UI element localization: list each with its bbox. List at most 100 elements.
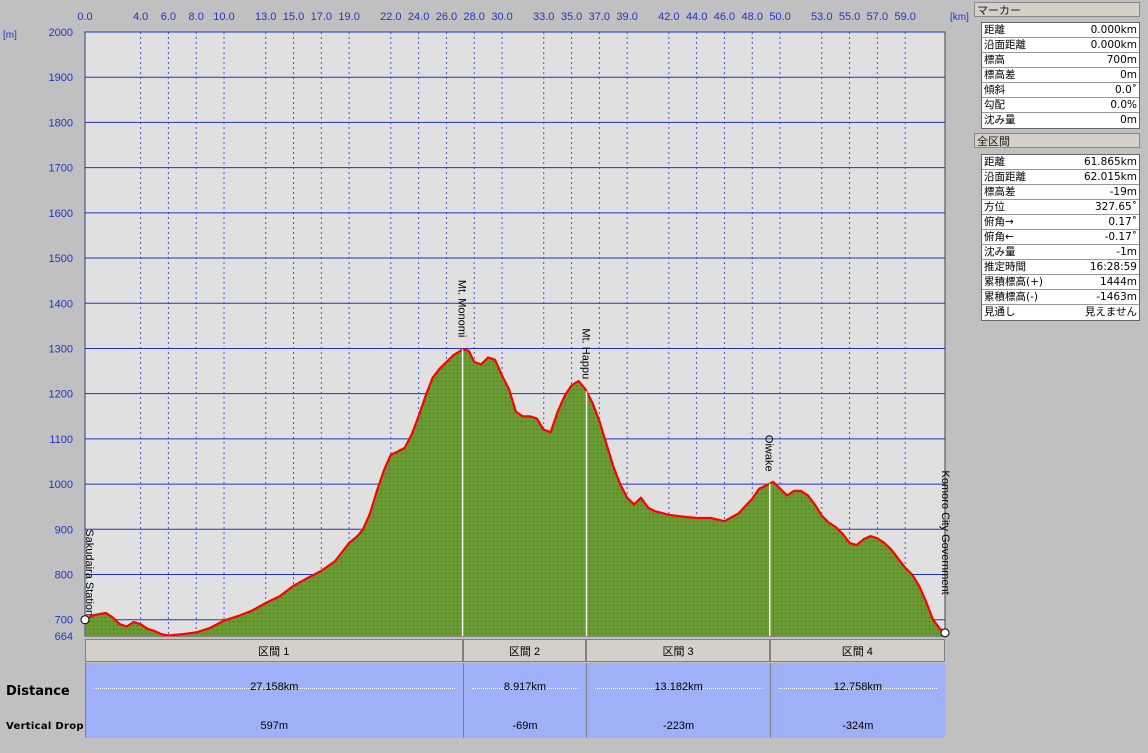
marker-label: Komoro City Government <box>939 471 951 595</box>
x-tick-label: 35.0 <box>561 11 582 23</box>
section-distance: 8.917km <box>503 681 547 693</box>
section-header[interactable]: 区間 4 <box>769 639 945 662</box>
x-tick-label: 22.0 <box>380 11 401 23</box>
x-tick-label: 50.0 <box>769 11 790 23</box>
y-tick-label: 1900 <box>49 72 73 84</box>
all-sections-info-table: 距離 61.865km 沿面距離 62.015km 標高差 -19m 方位 327.65˚ 俯角… <box>981 154 1140 321</box>
end-point <box>940 628 950 638</box>
dotted-guide <box>94 688 455 689</box>
section-body: 13.182km -223m <box>586 663 770 738</box>
x-tick-label: 19.0 <box>338 11 359 23</box>
info-value: -0.17˚ <box>1104 231 1137 243</box>
y-tick-label: 1100 <box>49 434 73 446</box>
section-distance: 13.182km <box>654 681 703 693</box>
info-value: -1463m <box>1096 291 1137 303</box>
elevation-chart[interactable]: 0.0 4.0 6.0 8.0 10.0 13.0 15.0 17.0 19.0 22.0 24.0… <box>0 0 972 753</box>
marker-label: Oiwake <box>763 435 775 472</box>
section-vertical-drop: -324m <box>842 720 874 732</box>
info-value: 16:28:59 <box>1089 261 1137 273</box>
x-tick-label: 44.0 <box>686 11 707 23</box>
info-value: 62.015km <box>1083 171 1137 183</box>
x-tick-label: 42.0 <box>658 11 679 23</box>
marker-label: Mt. Happu <box>579 328 591 379</box>
info-key: 沈み量 <box>984 114 1016 126</box>
info-row: 俯角← -0.17˚ <box>982 230 1139 245</box>
section-distance: 12.758km <box>833 681 882 693</box>
section-header[interactable]: 区間 2 <box>462 639 587 662</box>
info-value: 0.0˚ <box>1115 84 1137 96</box>
elevation-profile-svg: 0.0 4.0 6.0 8.0 10.0 13.0 15.0 17.0 19.0 22.0 24.0… <box>3 11 969 643</box>
info-value: 0m <box>1120 69 1137 81</box>
info-value: 700m <box>1106 54 1137 66</box>
info-value: -19m <box>1109 186 1137 198</box>
y-tick-label: 700 <box>55 615 73 627</box>
info-value: 0.000km <box>1090 39 1137 51</box>
info-row: 標高差 -19m <box>982 185 1139 200</box>
info-value: 0m <box>1120 114 1137 126</box>
x-tick-label: 59.0 <box>894 11 915 23</box>
section-table: 区間 1 27.158km 597m 区間 2 8.917km -69m 区間 3 13.18… <box>85 639 945 738</box>
section-header[interactable]: 区間 1 <box>85 639 463 662</box>
info-value: 61.865km <box>1083 156 1137 168</box>
info-key: 沿面距離 <box>984 171 1026 183</box>
x-tick-label: 48.0 <box>742 11 763 23</box>
info-row: 距離 61.865km <box>982 155 1139 170</box>
x-tick-label: 24.0 <box>408 11 429 23</box>
dotted-guide <box>471 688 579 689</box>
info-key: 推定時間 <box>984 261 1026 273</box>
y-tick-label: 1300 <box>49 343 73 355</box>
section-column: 区間 4 12.758km -324m <box>769 639 945 738</box>
info-row: 勾配 0.0% <box>982 98 1139 113</box>
info-key: 累積標高(+) <box>984 276 1043 288</box>
info-value: 見えません <box>1084 306 1137 318</box>
x-tick-label: 37.0 <box>589 11 610 23</box>
y-tick-label: 1600 <box>49 208 73 220</box>
elevation-area <box>85 349 945 636</box>
info-panel: マーカー 距離 0.000km 沿面距離 0.000km 標高 700m 標高差 0m 傾斜 0.… <box>973 0 1148 753</box>
x-unit-label: [km] <box>950 12 969 23</box>
info-row: 沈み量 0m <box>982 113 1139 128</box>
x-tick-label: 17.0 <box>311 11 332 23</box>
info-key: 累積標高(-) <box>984 291 1038 303</box>
y-unit-label: [m] <box>3 30 17 41</box>
info-key: 傾斜 <box>984 84 1005 96</box>
y-tick-label: 1800 <box>49 117 73 129</box>
x-tick-label: 46.0 <box>714 11 735 23</box>
info-key: 方位 <box>984 201 1005 213</box>
info-value: 0.000km <box>1090 24 1137 36</box>
marker-panel-title: マーカー <box>974 2 1140 17</box>
info-value: 0.17˚ <box>1108 216 1137 228</box>
info-row: 沿面距離 0.000km <box>982 38 1139 53</box>
y-tick-label: 1400 <box>49 298 73 310</box>
x-tick-label: 30.0 <box>491 11 512 23</box>
start-point <box>80 615 90 625</box>
x-tick-label: 13.0 <box>255 11 276 23</box>
x-tick-label: 55.0 <box>839 11 860 23</box>
x-tick-label: 39.0 <box>616 11 637 23</box>
dotted-guide <box>595 688 762 689</box>
info-key: 距離 <box>984 156 1005 168</box>
y-tick-label: 1000 <box>49 479 73 491</box>
info-row: 方位 327.65˚ <box>982 200 1139 215</box>
x-tick-label: 26.0 <box>436 11 457 23</box>
section-header[interactable]: 区間 3 <box>586 639 770 662</box>
info-key: 沈み量 <box>984 246 1016 258</box>
section-column: 区間 3 13.182km -223m <box>586 639 770 738</box>
info-key: 俯角→ <box>984 216 1014 228</box>
info-key: 標高 <box>984 54 1005 66</box>
y-tick-label: 900 <box>55 524 73 536</box>
info-value: 327.65˚ <box>1095 201 1137 213</box>
info-row: 距離 0.000km <box>982 23 1139 38</box>
info-row: 推定時間 16:28:59 <box>982 260 1139 275</box>
info-value: -1m <box>1116 246 1137 258</box>
vertical-drop-row-label: Vertical Drop <box>6 721 84 732</box>
info-row: 標高差 0m <box>982 68 1139 83</box>
info-row: 俯角→ 0.17˚ <box>982 215 1139 230</box>
y-tick-label: 664 <box>55 631 73 643</box>
x-tick-label: 15.0 <box>283 11 304 23</box>
section-vertical-drop: 597m <box>260 720 289 732</box>
info-row: 見通し 見えません <box>982 305 1139 320</box>
y-tick-label: 1500 <box>49 253 73 265</box>
info-key: 沿面距離 <box>984 39 1026 51</box>
y-tick-label: 1700 <box>49 163 73 175</box>
